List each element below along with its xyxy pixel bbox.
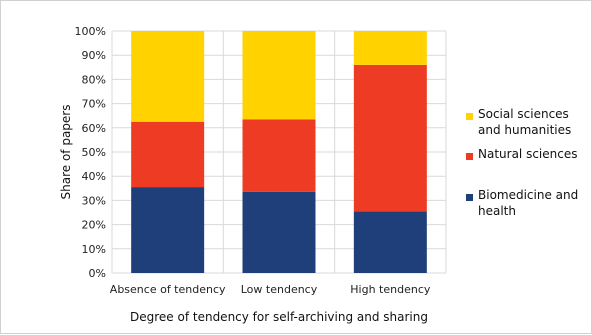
legend-swatch [466, 194, 473, 201]
y-tick-label: 50% [82, 146, 106, 159]
legend-label: health [478, 204, 516, 218]
legend-label: Social sciences [478, 107, 569, 121]
bars [131, 31, 427, 273]
axes: 0% 10% 20% 30% 40% 50% 60% 70% 80% 90% 100% Absence… [75, 25, 431, 296]
y-tick-label: 0% [89, 267, 106, 280]
y-tick-label: 100% [75, 25, 106, 38]
legend-label: and humanities [478, 123, 571, 137]
bar-segment [131, 121, 205, 188]
x-tick-label: Absence of tendency [110, 283, 226, 296]
bar-segment [242, 191, 316, 273]
bar-segment [131, 187, 205, 273]
bar-segment [353, 31, 427, 65]
x-axis-label: Degree of tendency for self-archiving an… [130, 310, 428, 324]
legend-swatch [466, 113, 473, 120]
bar-segment [353, 211, 427, 273]
bar-segment [242, 31, 316, 120]
y-tick-label: 20% [82, 219, 106, 232]
legend-label: Biomedicine and [478, 188, 578, 202]
y-tick-label: 60% [82, 122, 106, 135]
bar-segment [242, 119, 316, 192]
legend-label: Natural sciences [478, 147, 577, 161]
y-tick-label: 40% [82, 170, 106, 183]
bar-segment [131, 31, 205, 122]
bar-segment [353, 64, 427, 212]
y-tick-label: 80% [82, 73, 106, 86]
legend-swatch [466, 153, 473, 160]
y-axis-label: Share of papers [59, 105, 73, 200]
legend: Social sciences and humanities Natural sci… [466, 107, 578, 218]
x-tick-label: High tendency [350, 283, 431, 296]
x-tick-label: Low tendency [241, 283, 318, 296]
y-tick-label: 30% [82, 194, 106, 207]
y-tick-label: 70% [82, 98, 106, 111]
y-tick-label: 10% [82, 243, 106, 256]
y-tick-label: 90% [82, 49, 106, 62]
